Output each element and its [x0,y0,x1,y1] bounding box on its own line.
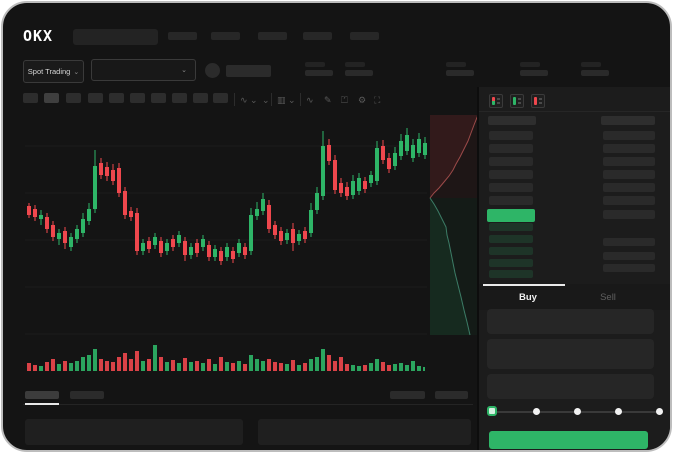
settings-icon[interactable]: ⚙ [358,95,367,105]
timeframe-button-3[interactable] [66,93,81,103]
divider [479,111,670,112]
total-field[interactable] [487,374,654,399]
volume-chart [27,345,425,371]
nav-item-2[interactable] [211,32,240,40]
panel-divider [477,87,479,450]
market-type-label: Spot Trading [27,67,71,76]
candle-style-dropdown-icon[interactable]: ▥ ⌄ [277,95,296,105]
camera-icon[interactable]: ⏍ [341,95,348,105]
bottom-action-button-1[interactable] [390,391,425,399]
pair-name-placeholder [226,65,271,77]
tab-buy[interactable]: Buy [519,292,537,303]
stat-label-4 [520,62,540,67]
bid-price-row-1[interactable] [489,223,533,231]
ask-amount-row-3 [603,157,655,166]
bid-price-row-3[interactable] [489,247,533,255]
orderbook-amount-header [601,116,655,125]
bid-amount-row-2 [603,252,655,260]
bid-price-row-5[interactable] [489,270,533,278]
stat-value-2 [345,70,373,76]
nav-item-1[interactable] [168,32,197,40]
compare-dropdown-icon[interactable]: ⌄ [262,95,270,105]
timeframe-button-9[interactable] [193,93,208,103]
stat-value-1 [305,70,333,76]
slider-stop-4[interactable] [656,408,663,415]
timeframe-button-10[interactable] [213,93,228,103]
chevron-down-icon: ⌄ [181,67,187,74]
slider-stop-2[interactable] [574,408,581,415]
ask-price-row-3[interactable] [489,157,533,166]
bid-price-row-4[interactable] [489,259,533,267]
stat-label-2 [345,62,365,67]
stat-value-4 [520,70,548,76]
stat-label-3 [446,62,466,67]
order-history-panel [258,419,471,445]
ask-amount-row-6 [603,196,655,205]
timeframe-button-5[interactable] [109,93,124,103]
ask-price-row-1[interactable] [489,131,533,140]
tab-sell[interactable]: Sell [600,292,616,303]
candlestick-chart [25,115,481,336]
ask-amount-row-1 [603,131,655,140]
ask-amount-row-5 [603,183,655,192]
market-type-selector[interactable]: Spot Trading ⌄ [23,60,84,83]
nav-item-5[interactable] [350,32,379,40]
bid-amount-row-3 [603,264,655,272]
draw-icon[interactable]: ✎ [324,95,332,105]
coin-avatar [205,63,220,78]
last-price-amount [603,210,655,219]
orderbook-bids-only-icon[interactable] [510,94,524,108]
active-tab-indicator [483,284,565,286]
stat-label-1 [305,62,325,67]
bottom-action-button-2[interactable] [435,391,468,399]
stat-value-5 [581,70,609,76]
orderbook-combined-icon[interactable] [489,94,503,108]
ask-price-row-4[interactable] [489,170,533,179]
timeframe-button-8[interactable] [172,93,187,103]
timeframe-button-4[interactable] [88,93,103,103]
timeframe-button-7[interactable] [151,93,166,103]
orderbook-asks-only-icon[interactable] [531,94,545,108]
stat-label-5 [581,62,601,67]
buy-submit-button[interactable] [489,431,648,449]
nav-item-3[interactable] [258,32,287,40]
order-tabs [479,284,670,310]
ask-amount-row-4 [603,170,655,179]
timeframe-button-6[interactable] [130,93,145,103]
ask-price-row-2[interactable] [489,144,533,153]
history-tab[interactable] [70,391,104,399]
orderbook-price-header [488,116,536,125]
orders-tab-underline [25,403,59,405]
ask-amount-row-2 [603,144,655,153]
timeframe-button-2[interactable] [44,93,59,103]
last-price-badge[interactable] [487,209,535,222]
slider-stop-3[interactable] [615,408,622,415]
ask-price-row-6[interactable] [489,196,533,205]
stat-value-3 [446,70,474,76]
ask-price-row-5[interactable] [489,183,533,192]
fullscreen-icon[interactable]: ⛶ [374,95,381,105]
timeframe-button-1[interactable] [23,93,38,103]
price-field[interactable] [487,309,654,334]
search-input[interactable] [73,29,158,45]
percent-slider-handle[interactable] [487,406,497,416]
bid-amount-row-1 [603,238,655,246]
indicators-icon[interactable]: ∿ [306,95,314,105]
chevron-down-icon: ⌄ [73,68,80,76]
slider-stop-1[interactable] [533,408,540,415]
interval-dropdown-icon[interactable]: ∿ ⌄ [240,95,258,105]
orders-tab-active[interactable] [25,391,59,399]
divider [23,404,473,405]
bid-price-row-2[interactable] [489,235,533,243]
nav-item-4[interactable] [303,32,332,40]
open-orders-panel [25,419,243,445]
pair-selector[interactable]: ⌄ [91,59,196,81]
okx-logo[interactable]: OKX [23,27,54,45]
amount-field[interactable] [487,339,654,369]
